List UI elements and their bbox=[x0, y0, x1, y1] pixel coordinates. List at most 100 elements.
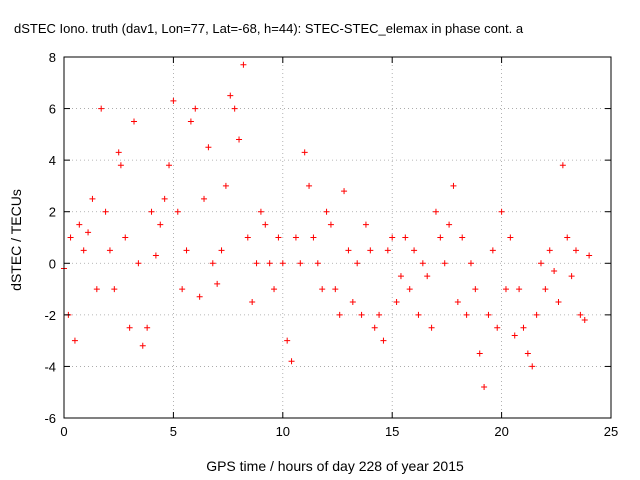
data-point bbox=[446, 221, 453, 228]
data-point bbox=[489, 247, 496, 254]
data-point bbox=[85, 229, 92, 236]
data-point bbox=[406, 286, 413, 293]
data-point bbox=[89, 195, 96, 202]
x-tick-label: 20 bbox=[494, 424, 508, 439]
y-tick-label: -6 bbox=[44, 411, 56, 426]
data-point bbox=[205, 144, 212, 151]
data-point bbox=[319, 286, 326, 293]
data-point bbox=[572, 247, 579, 254]
plot-frame bbox=[63, 56, 612, 419]
data-point bbox=[415, 311, 422, 318]
data-point bbox=[533, 311, 540, 318]
data-point bbox=[98, 105, 105, 112]
data-point bbox=[266, 260, 273, 267]
data-point bbox=[397, 273, 404, 280]
y-tick-label: 6 bbox=[49, 102, 56, 117]
data-point bbox=[564, 234, 571, 241]
data-point bbox=[131, 118, 138, 125]
data-point bbox=[345, 247, 352, 254]
data-point bbox=[196, 293, 203, 300]
data-point bbox=[502, 286, 509, 293]
data-point bbox=[253, 260, 260, 267]
data-point bbox=[327, 221, 334, 228]
y-tick-label: 0 bbox=[49, 256, 56, 271]
data-point bbox=[284, 337, 291, 344]
y-axis-label: dSTEC / TECUs bbox=[8, 189, 24, 291]
data-point bbox=[537, 260, 544, 267]
data-point bbox=[80, 247, 87, 254]
data-point bbox=[236, 136, 243, 143]
data-points bbox=[61, 61, 593, 391]
data-point bbox=[183, 247, 190, 254]
data-point bbox=[170, 97, 177, 104]
data-point bbox=[432, 208, 439, 215]
data-point bbox=[152, 252, 159, 259]
data-point bbox=[402, 234, 409, 241]
data-point bbox=[450, 182, 457, 189]
data-point bbox=[437, 234, 444, 241]
data-point bbox=[371, 324, 378, 331]
data-point bbox=[144, 324, 151, 331]
data-point bbox=[555, 298, 562, 305]
data-point bbox=[586, 252, 593, 259]
chart-title: dSTEC Iono. truth (dav1, Lon=77, Lat=-68… bbox=[14, 21, 524, 36]
data-point bbox=[332, 286, 339, 293]
data-point bbox=[161, 195, 168, 202]
data-point bbox=[411, 247, 418, 254]
data-point bbox=[516, 286, 523, 293]
data-point bbox=[166, 162, 173, 169]
data-point bbox=[192, 105, 199, 112]
data-point bbox=[546, 247, 553, 254]
data-point bbox=[201, 195, 208, 202]
data-point bbox=[454, 298, 461, 305]
data-point bbox=[240, 61, 247, 68]
data-point bbox=[71, 337, 78, 344]
data-point bbox=[115, 149, 122, 156]
axis-ticks: 0 5 10 15 20 25 -6 -4 -2 0 2 4 6 8 bbox=[44, 50, 618, 439]
data-point bbox=[279, 260, 286, 267]
data-point bbox=[102, 208, 109, 215]
data-point bbox=[577, 311, 584, 318]
data-point bbox=[467, 260, 474, 267]
data-point bbox=[148, 208, 155, 215]
x-tick-label: 0 bbox=[60, 424, 67, 439]
data-point bbox=[310, 234, 317, 241]
data-point bbox=[529, 363, 536, 370]
data-point bbox=[524, 350, 531, 357]
data-point bbox=[481, 384, 488, 391]
data-point bbox=[218, 247, 225, 254]
data-point bbox=[376, 311, 383, 318]
data-point bbox=[222, 182, 229, 189]
data-point bbox=[297, 260, 304, 267]
data-point bbox=[288, 358, 295, 365]
data-point bbox=[384, 247, 391, 254]
data-point bbox=[292, 234, 299, 241]
data-point bbox=[389, 234, 396, 241]
data-point bbox=[106, 247, 113, 254]
data-point bbox=[301, 149, 308, 156]
data-point bbox=[249, 298, 256, 305]
x-tick-label: 15 bbox=[385, 424, 399, 439]
data-point bbox=[214, 280, 221, 287]
data-point bbox=[354, 260, 361, 267]
data-point bbox=[367, 247, 374, 254]
x-axis-label: GPS time / hours of day 228 of year 2015 bbox=[206, 458, 464, 474]
data-point bbox=[581, 317, 588, 324]
data-point bbox=[362, 221, 369, 228]
data-point bbox=[275, 234, 282, 241]
data-point bbox=[424, 273, 431, 280]
data-point bbox=[428, 324, 435, 331]
data-point bbox=[174, 208, 181, 215]
data-point bbox=[117, 162, 124, 169]
data-point bbox=[551, 268, 558, 275]
data-point bbox=[498, 208, 505, 215]
data-point bbox=[358, 311, 365, 318]
data-point bbox=[209, 260, 216, 267]
x-tick-label: 25 bbox=[604, 424, 618, 439]
data-point bbox=[179, 286, 186, 293]
data-point bbox=[323, 208, 330, 215]
data-point bbox=[520, 324, 527, 331]
x-tick-label: 10 bbox=[276, 424, 290, 439]
